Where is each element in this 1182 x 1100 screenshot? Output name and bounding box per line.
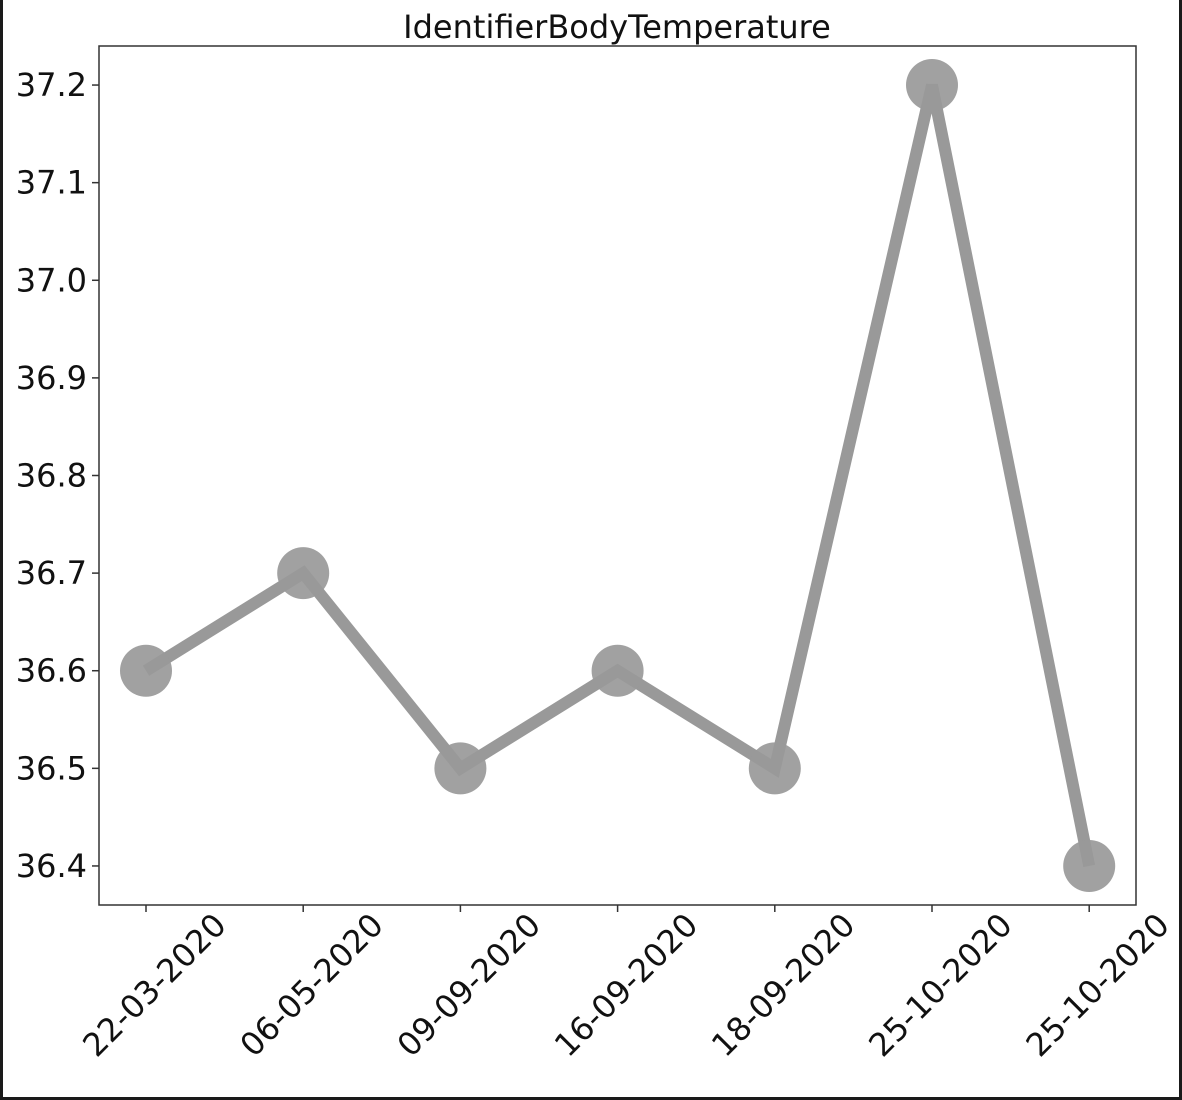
plot-area-frame: [98, 45, 1137, 906]
data-point: [591, 644, 644, 697]
y-tick-label: 36.9: [16, 359, 87, 397]
data-point: [906, 59, 958, 112]
chart-title: IdentifierBodyTemperature: [403, 8, 831, 46]
y-tick-label: 36.4: [16, 847, 87, 885]
line-chart: IdentifierBodyTemperature 36.436.536.636…: [16, 8, 1177, 1064]
series-line: [142, 83, 1096, 868]
x-tick-label: 22-03-2020: [75, 906, 233, 1064]
y-tick-label: 36.6: [16, 652, 87, 690]
series-layer: [120, 59, 1116, 892]
x-tick-label: 06-05-2020: [232, 906, 390, 1064]
data-point: [277, 547, 330, 600]
y-tick-label: 37.0: [16, 261, 87, 299]
y-tick-label: 36.8: [16, 457, 87, 495]
y-axis: 36.4 36.5 36.6 36.7 36.8 36.9 37.0 37.1 37.2: [16, 66, 99, 885]
data-point: [120, 644, 172, 697]
x-axis: 22-03-202006-05-202009-09-202016-09-2020…: [75, 905, 1177, 1064]
y-tick-label: 36.5: [16, 749, 87, 787]
x-tick-label: 16-09-2020: [547, 906, 705, 1064]
x-tick-label: 18-09-2020: [704, 906, 862, 1064]
y-tick-label: 37.1: [16, 164, 87, 202]
data-point: [1063, 839, 1116, 892]
data-point: [434, 742, 487, 795]
x-tick-label: 09-09-2020: [390, 906, 548, 1064]
y-tick-label: 36.7: [16, 554, 87, 592]
chart-canvas: IdentifierBodyTemperature 36.4 36.5 36.6 36…: [3, 0, 1179, 1097]
x-tick-label: 25-10-2020: [861, 906, 1019, 1064]
y-tick-label: 37.2: [16, 66, 87, 104]
x-tick-label: 25-10-2020: [1018, 906, 1176, 1064]
data-point: [748, 742, 801, 795]
